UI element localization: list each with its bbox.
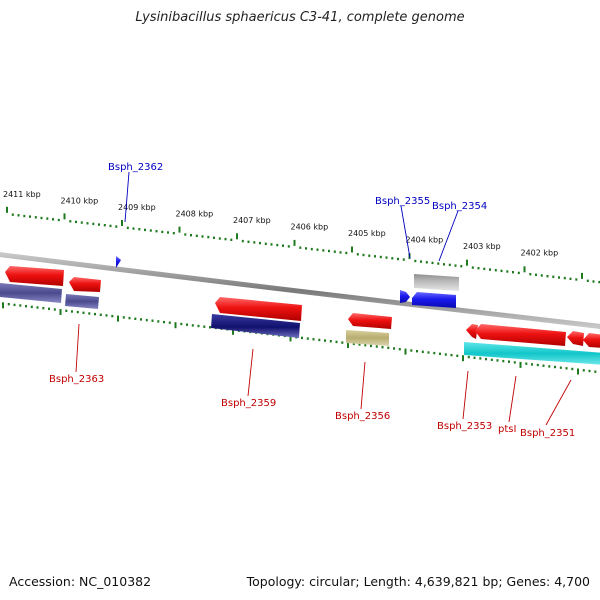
gene-purple-2-box[interactable] <box>65 294 99 309</box>
gene-bsph-2351-box[interactable] <box>464 342 600 365</box>
gene-bsph-2355-arrow[interactable] <box>400 290 410 303</box>
reverse-genes <box>0 266 600 365</box>
callout-bsph-2351 <box>545 379 572 426</box>
scale-label: 2405 kbp <box>348 229 386 238</box>
gene-bsph-2356-arrow[interactable] <box>348 313 392 329</box>
scale-label: 2407 kbp <box>233 216 271 225</box>
gene-khaki-box[interactable] <box>346 330 389 346</box>
scale-label: 2408 kbp <box>176 210 214 219</box>
genome-summary-text: Topology: circular; Length: 4,639,821 bp… <box>246 574 590 589</box>
gene-label-ptsi: ptsI <box>498 424 516 435</box>
outer-scale-track <box>6 206 600 284</box>
callout-bsph-2354 <box>438 210 459 262</box>
gene-label-bsph-2353: Bsph_2353 <box>437 421 492 432</box>
inner-scale-track <box>2 302 597 375</box>
scale-label: 2411 kbp <box>3 190 41 199</box>
callout-bsph-2356 <box>360 361 366 410</box>
accession-text: Accession: NC_010382 <box>9 574 152 589</box>
scale-label: 2409 kbp <box>118 203 156 212</box>
gene-red-1-arrow[interactable] <box>5 266 64 286</box>
scale-labels: 2411 kbp 2410 kbp 2409 kbp 2408 kbp 2407 kbp… <box>3 190 558 258</box>
gene-label-bsph-2356: Bsph_2356 <box>335 411 390 422</box>
gene-red-3-arrow[interactable] <box>567 331 584 346</box>
scale-label: 2404 kbp <box>406 236 444 245</box>
gene-gray-box[interactable] <box>414 274 459 291</box>
gene-label-bsph-2355: Bsph_2355 <box>375 196 430 207</box>
callout-bsph-2353 <box>462 370 469 420</box>
gene-label-bsph-2362: Bsph_2362 <box>108 162 163 173</box>
gene-red-2-arrow[interactable] <box>69 277 101 292</box>
callout-bsph-2363 <box>75 323 80 373</box>
gene-red-4-arrow[interactable] <box>583 333 600 348</box>
callout-lines <box>75 171 572 426</box>
gene-label-bsph-2363: Bsph_2363 <box>49 374 104 385</box>
callout-bsph-2359 <box>247 348 254 397</box>
scale-label: 2406 kbp <box>291 223 329 232</box>
gene-bsph-2362-arrow[interactable] <box>116 256 121 268</box>
figure-title: Lysinibacillus sphaericus C3-41, complet… <box>135 10 465 25</box>
gene-ptsi-arrow[interactable] <box>475 324 566 346</box>
scale-label: 2403 kbp <box>463 242 501 251</box>
callout-ptsi <box>508 375 517 423</box>
gene-bsph-2359-arrow[interactable] <box>215 297 302 321</box>
gene-bsph-2354-arrow[interactable] <box>412 292 456 308</box>
gene-bsph-2363-box[interactable] <box>0 283 62 303</box>
gene-bsph-2353-arrow[interactable] <box>466 324 478 339</box>
gene-label-bsph-2351: Bsph_2351 <box>520 428 575 439</box>
gene-navy-box[interactable] <box>211 314 300 338</box>
gene-label-bsph-2359: Bsph_2359 <box>221 398 276 409</box>
scale-label: 2402 kbp <box>521 249 559 258</box>
callout-bsph-2362 <box>124 171 130 223</box>
gene-label-bsph-2354: Bsph_2354 <box>432 201 487 212</box>
scale-label: 2410 kbp <box>61 197 99 206</box>
callout-bsph-2355 <box>400 205 411 259</box>
forward-genes <box>116 256 459 308</box>
genome-backbone <box>0 252 600 329</box>
